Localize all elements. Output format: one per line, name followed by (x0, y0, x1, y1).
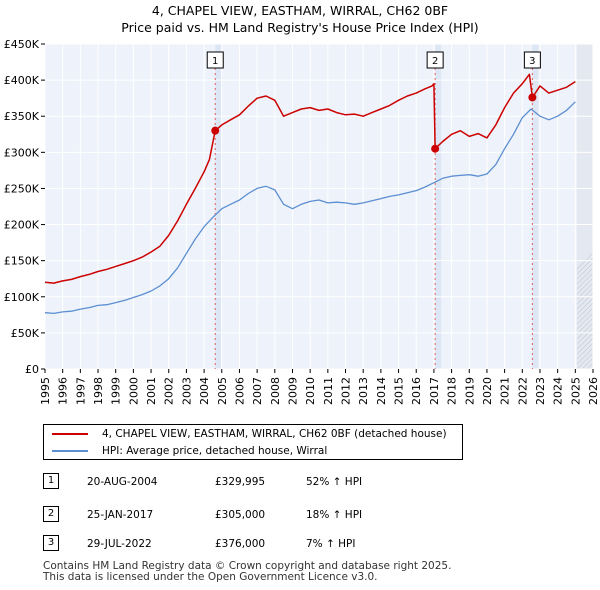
transaction-price: £376,000 (215, 538, 266, 550)
transaction-point (211, 126, 220, 135)
x-tick-label: 2025 (569, 377, 582, 405)
x-tick-label: 2008 (269, 377, 282, 405)
legend-label-property: 4, CHAPEL VIEW, EASTHAM, WIRRAL, CH62 0B… (102, 428, 447, 440)
transaction-badge: 2 (43, 506, 59, 522)
y-tick-label: £300K (4, 146, 40, 159)
y-tick-label: £400K (4, 74, 40, 87)
forecast-hatch (577, 312, 594, 330)
forecast-hatch (577, 302, 594, 320)
x-tick-label: 2001 (145, 377, 158, 405)
x-tick-label: 1995 (39, 377, 52, 405)
x-tick-label: 2019 (463, 377, 476, 405)
x-tick-label: 1998 (92, 377, 105, 405)
transaction-price: £305,000 (215, 509, 266, 521)
forecast-hatch (577, 307, 594, 325)
chart-title: 4, CHAPEL VIEW, EASTHAM, WIRRAL, CH62 0B… (0, 2, 600, 36)
x-tick-label: 2009 (286, 377, 299, 405)
transaction-label-box (523, 51, 541, 69)
x-tick-label: 2017 (428, 377, 441, 405)
x-tick-label: 2016 (410, 377, 423, 405)
y-tick-label: £50K (11, 327, 40, 340)
transaction-date: 20-AUG-2004 (87, 476, 158, 488)
x-tick-label: 2007 (251, 377, 264, 405)
y-tick-label: £250K (4, 182, 40, 195)
transaction-point (528, 93, 537, 102)
y-tick-label: £150K (4, 255, 40, 268)
x-tick-label: 2020 (481, 377, 494, 405)
x-tick-label: 2021 (499, 377, 512, 405)
legend: 4, CHAPEL VIEW, EASTHAM, WIRRAL, CH62 0B… (43, 424, 463, 460)
x-tick-label: 2000 (127, 377, 140, 405)
transaction-price: £329,995 (215, 476, 266, 488)
transaction-hpi-change: 18% ↑ HPI (306, 509, 363, 521)
transaction-label: 1 (212, 56, 218, 67)
x-tick-label: 2023 (534, 377, 547, 405)
footer-copyright: Contains HM Land Registry data © Crown c… (43, 560, 452, 572)
transaction-badge: 3 (43, 535, 59, 551)
transaction-label-box (426, 51, 444, 69)
chart-title-line2: Price paid vs. HM Land Registry's House … (121, 20, 479, 35)
legend-swatch-hpi (52, 450, 88, 452)
transaction-highlight (435, 44, 442, 369)
x-tick-label: 2014 (375, 377, 388, 405)
x-tick-label: 2003 (180, 377, 193, 405)
y-tick-label: £350K (4, 110, 40, 123)
y-tick-label: £450K (4, 38, 40, 51)
x-tick-label: 2011 (322, 377, 335, 405)
x-tick-label: 2006 (233, 377, 246, 405)
x-tick-label: 2018 (446, 377, 459, 405)
y-tick-label: £100K (4, 291, 40, 304)
x-tick-label: 2004 (198, 377, 211, 405)
x-tick-label: 2005 (216, 377, 229, 405)
hpi-line (44, 101, 576, 315)
x-tick-label: 2026 (587, 377, 600, 405)
transaction-date: 29-JUL-2022 (87, 538, 152, 550)
footer: Contains HM Land Registry data © Crown c… (43, 561, 451, 583)
footer-licence: This data is licensed under the Open Gov… (43, 571, 378, 583)
x-tick-label: 2013 (357, 377, 370, 405)
transaction-row: 1 20-AUG-2004 £329,995 52% ↑ HPI (43, 472, 463, 492)
price-chart: 1 2 3 £0 £50K £100K £150K £200K £250K £300K £350K… (4, 38, 600, 405)
transaction-row: 3 29-JUL-2022 £376,000 7% ↑ HPI (43, 534, 463, 554)
x-tick-label: 2015 (393, 377, 406, 405)
y-tick-label: £200K (4, 219, 40, 232)
transaction-label: 3 (529, 56, 535, 67)
legend-label-hpi: HPI: Average price, detached house, Wirr… (102, 445, 328, 457)
transaction-label-box (206, 51, 224, 69)
legend-swatch-property (52, 433, 88, 435)
x-tick-label: 2002 (163, 377, 176, 405)
transaction-highlight (532, 44, 539, 369)
transaction-point (431, 144, 440, 153)
transaction-hpi-change: 7% ↑ HPI (306, 538, 356, 550)
transaction-highlight (215, 44, 222, 369)
transaction-badge: 1 (43, 473, 59, 489)
transaction-label: 2 (432, 56, 438, 67)
transaction-row: 2 25-JAN-2017 £305,000 18% ↑ HPI (43, 505, 463, 525)
y-tick-label: £0 (25, 363, 39, 376)
property-price-line (44, 73, 576, 284)
x-tick-label: 2024 (552, 377, 565, 405)
transaction-date: 25-JAN-2017 (87, 509, 154, 521)
transaction-hpi-change: 52% ↑ HPI (306, 476, 363, 488)
plot-area (45, 44, 593, 369)
x-tick-label: 2010 (304, 377, 317, 405)
x-tick-label: 2022 (516, 377, 529, 405)
chart-title-line1: 4, CHAPEL VIEW, EASTHAM, WIRRAL, CH62 0B… (151, 3, 449, 18)
x-tick-label: 1996 (57, 377, 70, 405)
x-tick-label: 1999 (110, 377, 123, 405)
forecast-region (577, 44, 593, 369)
x-tick-label: 1997 (74, 377, 87, 405)
x-tick-label: 2012 (340, 377, 353, 405)
